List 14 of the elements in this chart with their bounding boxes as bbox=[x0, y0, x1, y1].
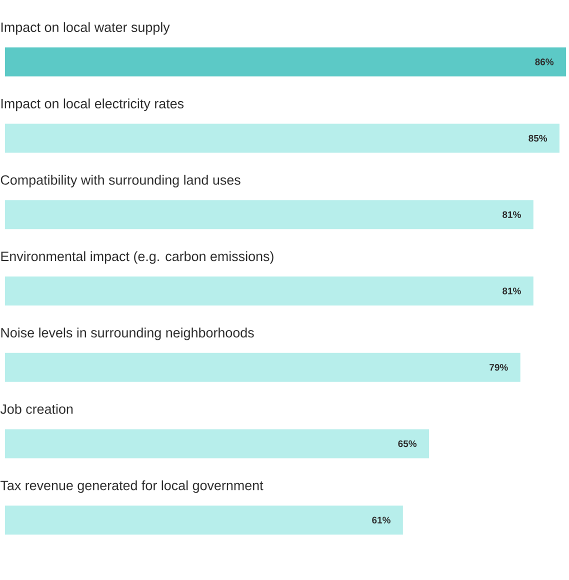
y-tick-label: Tax revenue generated for local government bbox=[0, 480, 264, 493]
data-label: 81% bbox=[502, 211, 521, 218]
data-label: 79% bbox=[490, 364, 508, 371]
data-label: 81% bbox=[502, 288, 521, 294]
y-tick-label: Environmental impact (e.g. carbon emissions) bbox=[1, 251, 274, 264]
data-label: 65% bbox=[398, 440, 417, 448]
y-tick-label: Compatibility with surrounding land uses bbox=[0, 174, 240, 188]
y-tick-label: Job creation bbox=[0, 404, 73, 414]
y-tick-label: Impact on local electricity rates bbox=[1, 98, 184, 112]
y-tick-label: Impact on local water supply bbox=[1, 22, 170, 35]
data-label: 61% bbox=[372, 516, 390, 524]
y-tick-label: Noise levels in surrounding neighborhoods bbox=[1, 328, 254, 340]
data-label: 85% bbox=[528, 134, 548, 142]
data-label: 86% bbox=[535, 58, 554, 66]
